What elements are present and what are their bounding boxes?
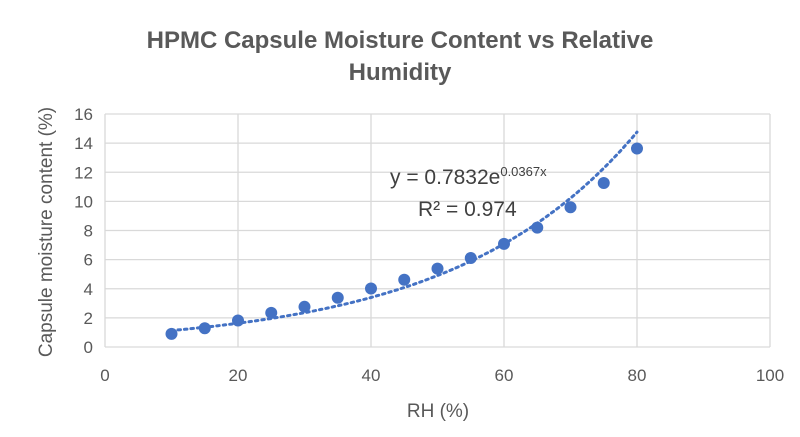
data-point [265, 306, 278, 319]
x-tick-label: 20 [229, 366, 248, 385]
data-point [331, 291, 344, 304]
data-point [198, 322, 211, 335]
equation-prefix: y = 0.7832e [390, 166, 500, 189]
y-tick-label: 16 [74, 105, 93, 124]
x-axis-label: RH (%) [407, 401, 469, 422]
x-tick-label: 80 [628, 366, 647, 385]
y-tick-label: 8 [84, 222, 93, 241]
data-point [365, 282, 377, 295]
y-tick-label: 4 [84, 280, 93, 299]
chart-title-line-1: HPMC Capsule Moisture Content vs Relativ… [147, 27, 654, 54]
y-tick-label: 2 [84, 309, 93, 328]
data-point [165, 327, 178, 340]
y-axis-label: Capsule moisture content (%) [36, 107, 57, 357]
data-point [398, 273, 411, 286]
data-point [498, 237, 510, 250]
data-point [597, 177, 610, 190]
x-tick-label: 0 [100, 366, 109, 385]
x-tick-label: 100 [756, 366, 784, 385]
data-point [298, 300, 311, 313]
data-point [431, 262, 444, 275]
chart-title-line-2: Humidity [349, 59, 452, 86]
data-point [564, 201, 577, 214]
y-tick-label: 10 [74, 192, 93, 211]
equation-exponent: 0.0367x [500, 164, 547, 179]
y-tick-label: 6 [84, 251, 93, 270]
y-tick-label: 14 [74, 134, 93, 153]
y-tick-label: 0 [84, 338, 93, 357]
x-tick-label: 60 [495, 366, 514, 385]
trendline-equation: y = 0.7832e0.0367x [390, 164, 547, 189]
data-point [531, 221, 544, 234]
x-tick-label: 40 [362, 366, 381, 385]
data-point [631, 142, 643, 155]
y-tick-label: 12 [74, 163, 93, 182]
r-squared: R² = 0.974 [418, 198, 517, 221]
trendline [170, 130, 639, 332]
data-point [464, 252, 477, 265]
data-point [232, 314, 244, 327]
